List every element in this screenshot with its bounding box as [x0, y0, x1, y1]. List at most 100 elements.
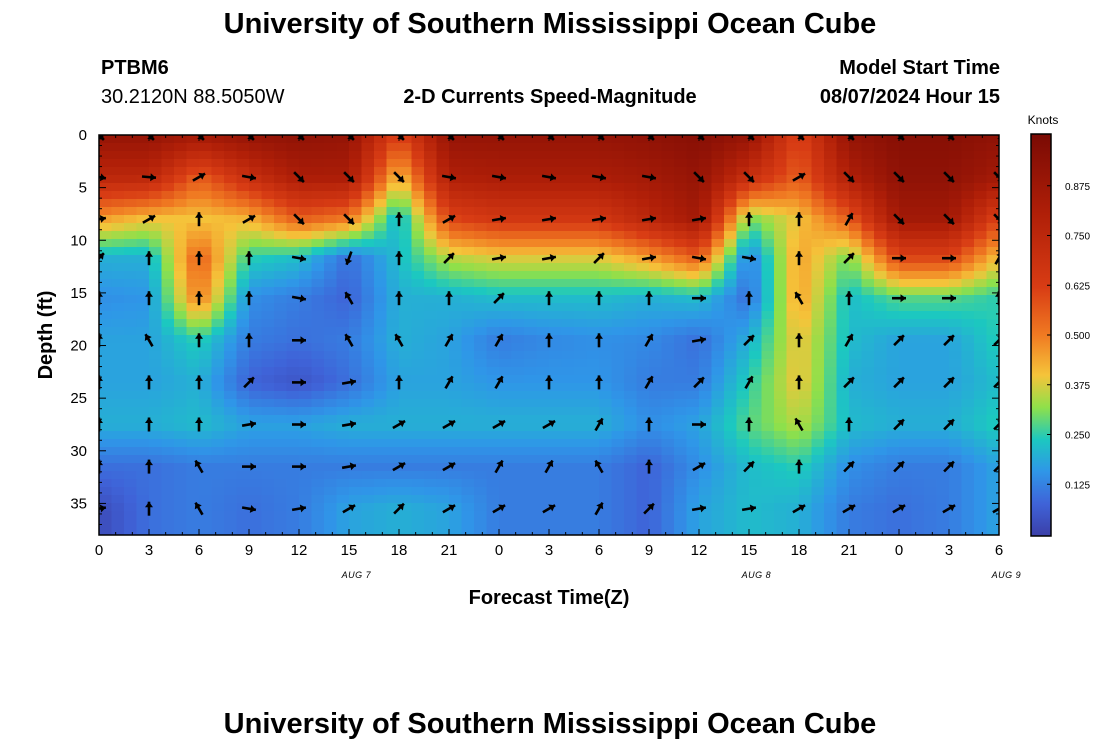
heatmap-cell [686, 271, 700, 280]
heatmap-cell [286, 343, 300, 352]
current-vector-head [845, 291, 853, 297]
heatmap-cell [486, 335, 500, 344]
heatmap-cell [824, 263, 838, 272]
heatmap-cell [961, 519, 975, 528]
heatmap-cell [474, 327, 488, 336]
heatmap-cell [874, 311, 888, 320]
heatmap-cell [136, 407, 150, 416]
heatmap-cell [986, 271, 999, 280]
heatmap-cell [286, 151, 300, 160]
heatmap-cell [161, 135, 175, 144]
heatmap-cell [636, 343, 650, 352]
heatmap-cell [324, 455, 338, 464]
heatmap-cell [561, 407, 575, 416]
heatmap-cell [474, 447, 488, 456]
heatmap-cell [311, 439, 325, 448]
heatmap-cell [674, 279, 688, 288]
heatmap-cell [474, 199, 488, 208]
heatmap-cell [724, 167, 738, 176]
heatmap-cell [99, 327, 113, 336]
heatmap-cell [711, 215, 725, 224]
heatmap-cell [349, 303, 363, 312]
heatmap-cell [961, 175, 975, 184]
heatmap-cell [349, 327, 363, 336]
current-vector-head [845, 417, 853, 423]
heatmap-cell [599, 335, 613, 344]
heatmap-cell [661, 471, 675, 480]
heatmap-cell [161, 175, 175, 184]
heatmap-cell [924, 231, 938, 240]
heatmap-cell [224, 519, 238, 528]
heatmap-cell [436, 223, 450, 232]
heatmap-cell [386, 231, 400, 240]
heatmap-cell [461, 391, 475, 400]
heatmap-cell [924, 383, 938, 392]
heatmap-cell [786, 159, 800, 168]
heatmap-cell [461, 327, 475, 336]
heatmap-cell [736, 255, 750, 264]
heatmap-cell [736, 383, 750, 392]
heatmap-cell [411, 423, 425, 432]
heatmap-cell [736, 303, 750, 312]
heatmap-cell [99, 223, 113, 232]
heatmap-cell [836, 183, 850, 192]
heatmap-cell [349, 199, 363, 208]
heatmap-cell [724, 183, 738, 192]
heatmap-cell [286, 319, 300, 328]
heatmap-cell [249, 527, 263, 535]
heatmap-cell [711, 167, 725, 176]
heatmap-cell [286, 447, 300, 456]
heatmap-cell [399, 367, 413, 376]
heatmap-cell [336, 311, 350, 320]
heatmap-cell [199, 223, 213, 232]
heatmap-cell [949, 183, 963, 192]
heatmap-cell [786, 359, 800, 368]
heatmap-cell [899, 231, 913, 240]
current-vector-head [347, 217, 354, 225]
heatmap-cell [486, 407, 500, 416]
heatmap-cell [911, 455, 925, 464]
heatmap-cell [849, 303, 863, 312]
heatmap-cell [786, 279, 800, 288]
heatmap-cell [924, 143, 938, 152]
heatmap-cell [524, 223, 538, 232]
heatmap-cell [936, 471, 950, 480]
heatmap-cell [236, 343, 250, 352]
heatmap-cell [649, 503, 663, 512]
heatmap-cell [99, 191, 113, 200]
heatmap-cell [261, 343, 275, 352]
heatmap-cell [936, 279, 950, 288]
heatmap-cell [624, 175, 638, 184]
heatmap-cell [124, 383, 138, 392]
heatmap-cell [536, 391, 550, 400]
heatmap-cell [199, 167, 213, 176]
heatmap-cell [599, 375, 613, 384]
heatmap-cell [311, 415, 325, 424]
heatmap-cell [624, 223, 638, 232]
heatmap-cell [799, 463, 813, 472]
heatmap-cell [161, 527, 175, 535]
heatmap-cell [536, 287, 550, 296]
heatmap-cell [611, 335, 625, 344]
heatmap-cell [849, 151, 863, 160]
heatmap-cell [686, 439, 700, 448]
heatmap-cell [374, 239, 388, 248]
heatmap-cell [774, 343, 788, 352]
heatmap-cell [411, 263, 425, 272]
heatmap-cell [149, 383, 163, 392]
heatmap-cell [461, 151, 475, 160]
heatmap-cell [261, 495, 275, 504]
heatmap-cell [111, 151, 125, 160]
heatmap-cell [574, 423, 588, 432]
heatmap-cell [186, 359, 200, 368]
heatmap-cell [249, 207, 263, 216]
heatmap-cell [486, 415, 500, 424]
heatmap-cell [324, 343, 338, 352]
heatmap-cell [786, 199, 800, 208]
heatmap-cell [974, 303, 988, 312]
heatmap-cell [361, 183, 375, 192]
heatmap-cell [611, 407, 625, 416]
heatmap-cell [861, 415, 875, 424]
heatmap-cell [761, 207, 775, 216]
heatmap-cell [799, 263, 813, 272]
